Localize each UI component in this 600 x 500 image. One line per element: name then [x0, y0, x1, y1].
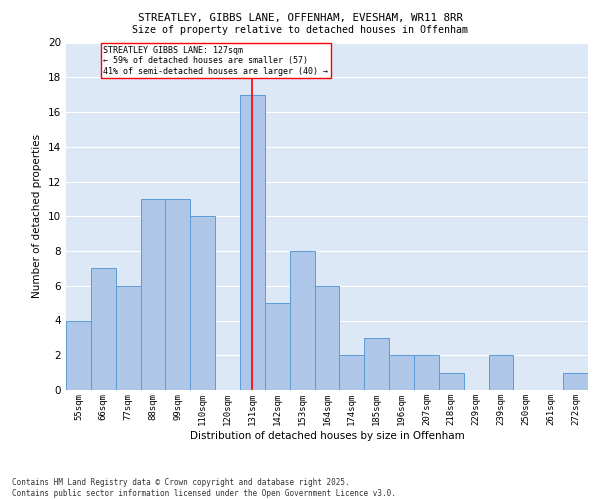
Text: Size of property relative to detached houses in Offenham: Size of property relative to detached ho…: [132, 25, 468, 35]
Bar: [116, 286, 140, 390]
Bar: [563, 372, 588, 390]
Bar: [389, 355, 414, 390]
Bar: [140, 199, 166, 390]
Bar: [488, 355, 514, 390]
Bar: [340, 355, 364, 390]
Bar: [439, 372, 464, 390]
Bar: [265, 303, 290, 390]
Bar: [91, 268, 116, 390]
Bar: [364, 338, 389, 390]
Text: STREATLEY GIBBS LANE: 127sqm
← 59% of detached houses are smaller (57)
41% of se: STREATLEY GIBBS LANE: 127sqm ← 59% of de…: [103, 46, 328, 76]
Bar: [240, 94, 265, 390]
Text: Contains HM Land Registry data © Crown copyright and database right 2025.
Contai: Contains HM Land Registry data © Crown c…: [12, 478, 396, 498]
Bar: [290, 251, 314, 390]
Bar: [166, 199, 190, 390]
Y-axis label: Number of detached properties: Number of detached properties: [32, 134, 43, 298]
X-axis label: Distribution of detached houses by size in Offenham: Distribution of detached houses by size …: [190, 430, 464, 440]
Text: STREATLEY, GIBBS LANE, OFFENHAM, EVESHAM, WR11 8RR: STREATLEY, GIBBS LANE, OFFENHAM, EVESHAM…: [137, 12, 463, 22]
Bar: [414, 355, 439, 390]
Bar: [66, 320, 91, 390]
Bar: [190, 216, 215, 390]
Bar: [314, 286, 340, 390]
